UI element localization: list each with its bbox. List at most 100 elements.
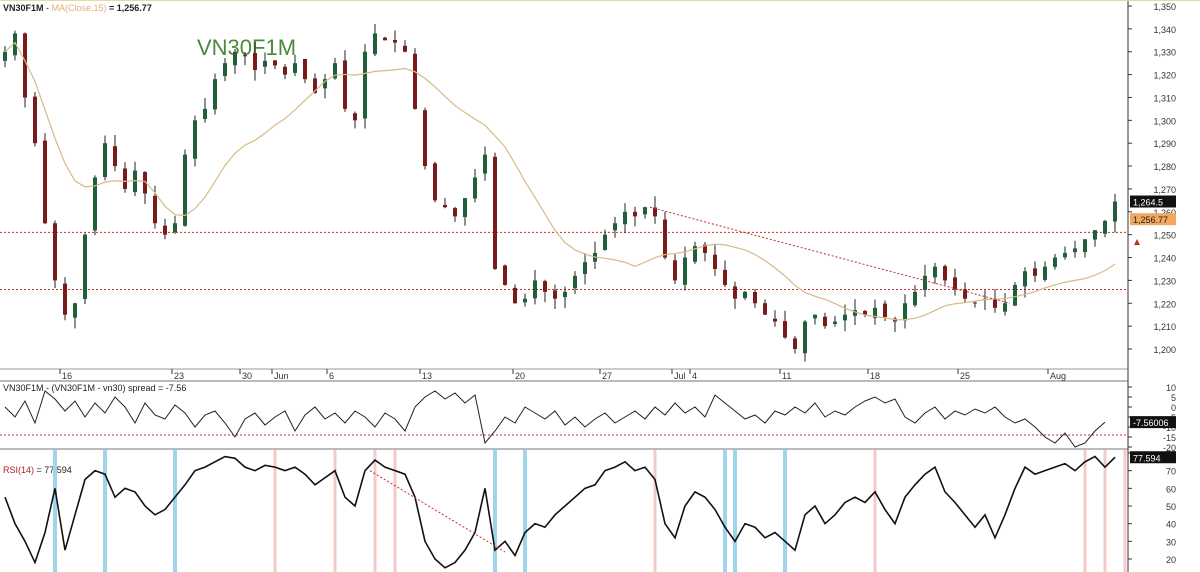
sep: - [43,3,52,13]
candle-body [343,60,347,109]
rsi-highlight-blue [173,450,177,572]
spread-last-label-bg [1130,416,1176,429]
x-tick-label: Jun [274,371,289,381]
candle-body [173,223,177,233]
y-tick-label: 1,320 [1153,71,1176,81]
candle-body [3,51,7,61]
last-price-label: 1,264.5 [1133,198,1163,208]
candle-body [413,53,417,109]
x-tick-label: 30 [242,371,252,381]
candle-body [1093,230,1097,240]
candle-body [693,246,697,262]
candle-body [43,140,47,224]
candle-body [473,177,477,199]
y-tick-label: 1,210 [1153,322,1176,332]
candle-body [663,219,667,258]
candle-body [883,303,887,317]
rsi-highlight-blue [53,450,57,572]
x-tick-label: 13 [422,371,432,381]
candle-body [503,265,507,285]
candle-body [1103,220,1107,234]
candle-body [1023,271,1027,287]
candle-body [513,287,517,304]
y-tick-label: 1,330 [1153,48,1176,58]
y-tick-label: 1,220 [1153,299,1176,309]
rsi-highlight-pink [273,450,277,572]
y-tick-label: 1,290 [1153,139,1176,149]
candle-body [573,275,577,289]
y-tick-label: 1,260 [1153,208,1176,218]
rsi-highlight-blue [783,450,787,572]
candle-body [873,307,877,319]
candle-body [533,280,537,299]
x-tick-label: 6 [329,371,334,381]
candle-body [223,63,227,77]
x-tick-label: 16 [62,371,72,381]
x-tick-label: 20 [515,371,525,381]
candle-body [293,63,297,73]
candle-body [773,318,777,322]
candle-body [1083,239,1087,253]
rsi-highlight-pink [1083,450,1087,572]
candle-body [273,60,277,66]
x-tick-label: 4 [692,371,697,381]
x-tick-label: 25 [960,371,970,381]
candle-body [613,223,617,231]
rsi-highlight-blue [493,450,497,572]
x-tick-label: Jul [674,371,686,381]
ma-last-label: 1,256.77 [1133,215,1168,225]
y-tick-label: 50 [1166,502,1176,512]
candle-body [123,168,127,189]
y-tick-label: 1,270 [1153,185,1176,195]
candle-body [463,198,467,218]
candle-body [833,321,837,325]
candle-body [133,170,137,193]
candle-body [493,156,497,269]
candle-body [753,291,757,304]
candle-body [143,172,147,194]
candle-body [603,234,607,250]
spread-last-label: -7.56006 [1133,418,1169,428]
rsi-highlight-pink [873,450,877,572]
candle-body [33,96,37,144]
y-tick-label: 30 [1166,537,1176,547]
rsi-highlight-pink [653,450,657,572]
candle-body [733,286,737,299]
candle-body [823,316,827,327]
candle-body [803,321,807,354]
rsi-highlight-pink [1103,450,1107,572]
candle-body [83,234,87,299]
candle-body [523,298,527,303]
candle-body [1043,266,1047,280]
rsi-label: RSI(14) [3,465,35,475]
candle-body [633,211,637,217]
candle-body [193,120,197,159]
candle-body [583,262,587,274]
ma-last-label-bg [1130,213,1176,226]
candle-body [53,223,57,281]
x-tick-label: 27 [602,371,612,381]
candle-body [1063,252,1067,258]
candle-body [683,257,687,285]
candle-body [783,321,787,338]
rsi-highlight-blue [723,450,727,572]
rsi-highlight-pink [393,450,397,572]
y-tick-label: 10 [1166,383,1176,393]
candle-body [653,207,657,217]
candle-body [453,208,457,217]
candle-body [703,244,707,253]
y-tick-label: 1,300 [1153,116,1176,126]
candle-body [1113,201,1117,222]
candle-body [13,33,17,56]
candle-body [73,303,77,318]
candle-body [303,58,307,80]
candle-body [103,143,107,178]
rsi-highlight-pink [1123,450,1127,572]
x-tick-label: 18 [870,371,880,381]
candle-body [763,303,767,315]
candle-body [153,195,157,224]
y-tick-label: 1,280 [1153,162,1176,172]
candle-body [113,146,117,167]
